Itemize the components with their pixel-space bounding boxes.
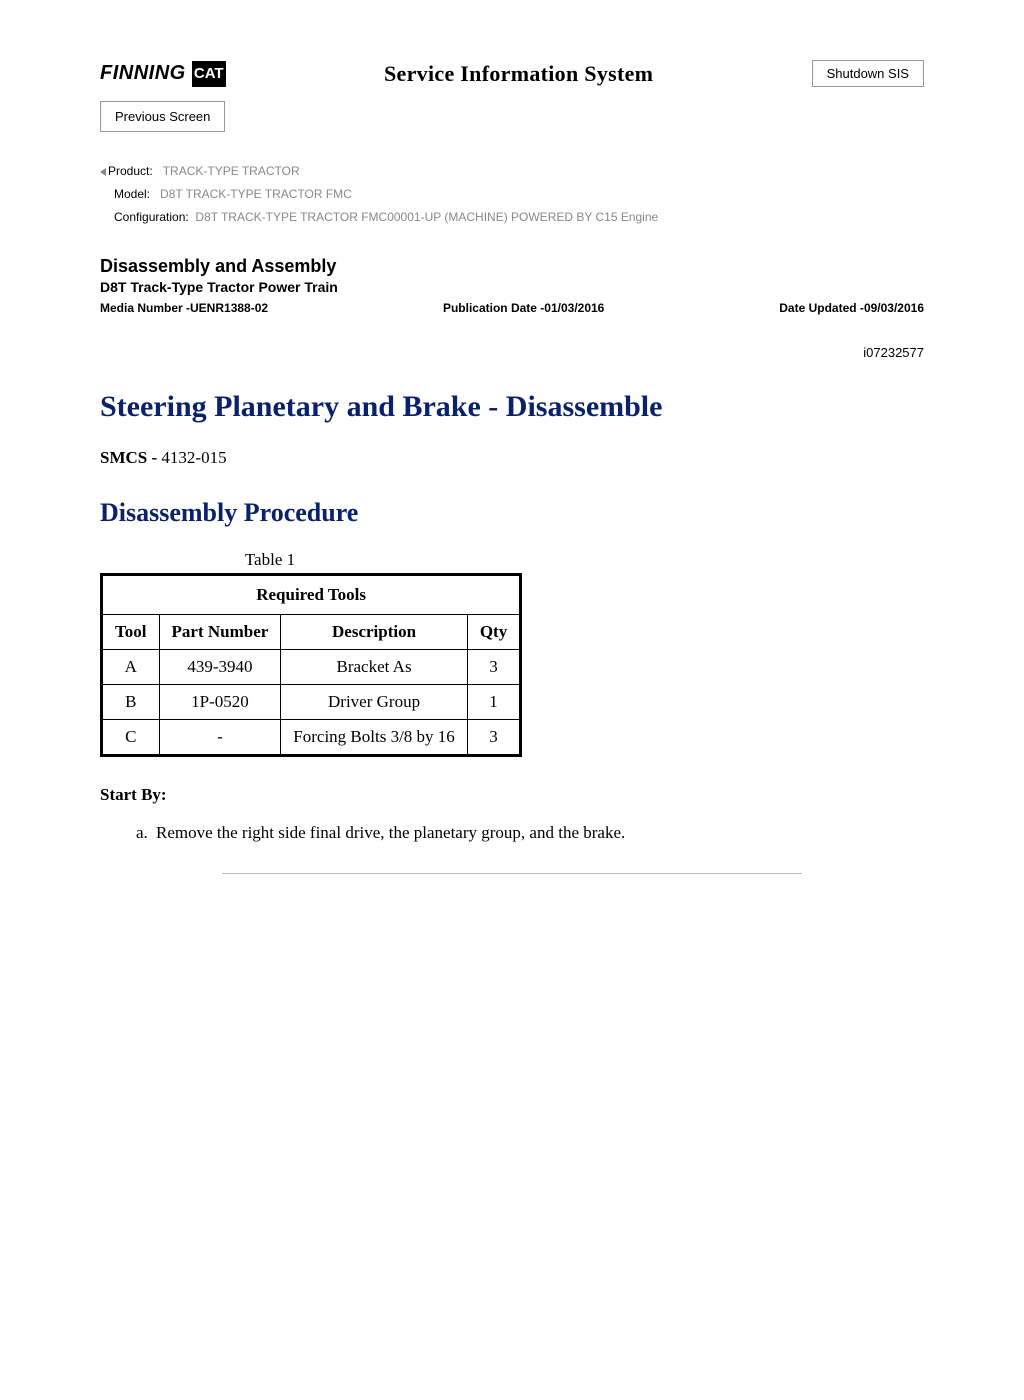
product-value: TRACK-TYPE TRACTOR (163, 164, 300, 178)
configuration-label: Configuration: (114, 210, 189, 224)
table-col-tool: Tool (102, 615, 160, 650)
table-merged-header: Required Tools (102, 575, 521, 615)
model-label: Model: (114, 187, 150, 201)
media-info-row: Media Number -UENR1388-02 Publication Da… (100, 301, 924, 315)
back-arrow-icon (100, 168, 106, 176)
table-col-qty: Qty (467, 615, 520, 650)
table-col-description: Description (281, 615, 468, 650)
document-id: i07232577 (100, 345, 924, 360)
section-title: Disassembly and Assembly (100, 256, 924, 277)
cat-logo-badge: CAT (192, 61, 226, 87)
table-caption: Table 1 (100, 550, 440, 570)
shutdown-sis-button[interactable]: Shutdown SIS (812, 60, 924, 87)
previous-screen-button[interactable]: Previous Screen (100, 101, 225, 132)
main-heading: Steering Planetary and Brake - Disassemb… (100, 390, 924, 424)
logo-block: FINNING CAT (100, 61, 226, 87)
section-divider (222, 873, 802, 874)
table-header-row: Tool Part Number Description Qty (102, 615, 521, 650)
smcs-value: 4132-015 (161, 448, 226, 467)
publication-date: Publication Date -01/03/2016 (443, 301, 604, 315)
sub-heading: Disassembly Procedure (100, 498, 924, 528)
start-by-label: Start By: (100, 785, 924, 805)
smcs-line: SMCS - 4132-015 (100, 448, 924, 468)
configuration-value: D8T TRACK-TYPE TRACTOR FMC00001-UP (MACH… (195, 210, 658, 224)
product-label: Product: (108, 164, 153, 178)
system-title: Service Information System (384, 61, 653, 87)
table-row: C - Forcing Bolts 3/8 by 16 3 (102, 720, 521, 756)
table-row: B 1P-0520 Driver Group 1 (102, 685, 521, 720)
table-row: A 439-3940 Bracket As 3 (102, 650, 521, 685)
date-updated: Date Updated -09/03/2016 (779, 301, 924, 315)
list-item: Remove the right side final drive, the p… (152, 823, 924, 843)
table-col-partnumber: Part Number (159, 615, 281, 650)
finning-logo-text: FINNING (100, 62, 186, 85)
media-number: Media Number -UENR1388-02 (100, 301, 268, 315)
section-subtitle: D8T Track-Type Tractor Power Train (100, 279, 924, 295)
procedure-steps-list: Remove the right side final drive, the p… (100, 823, 924, 843)
product-info-block: Product: TRACK-TYPE TRACTOR Model: D8T T… (100, 160, 924, 228)
required-tools-table: Required Tools Tool Part Number Descript… (100, 573, 522, 757)
smcs-label: SMCS - (100, 448, 161, 467)
model-value: D8T TRACK-TYPE TRACTOR FMC (160, 187, 352, 201)
